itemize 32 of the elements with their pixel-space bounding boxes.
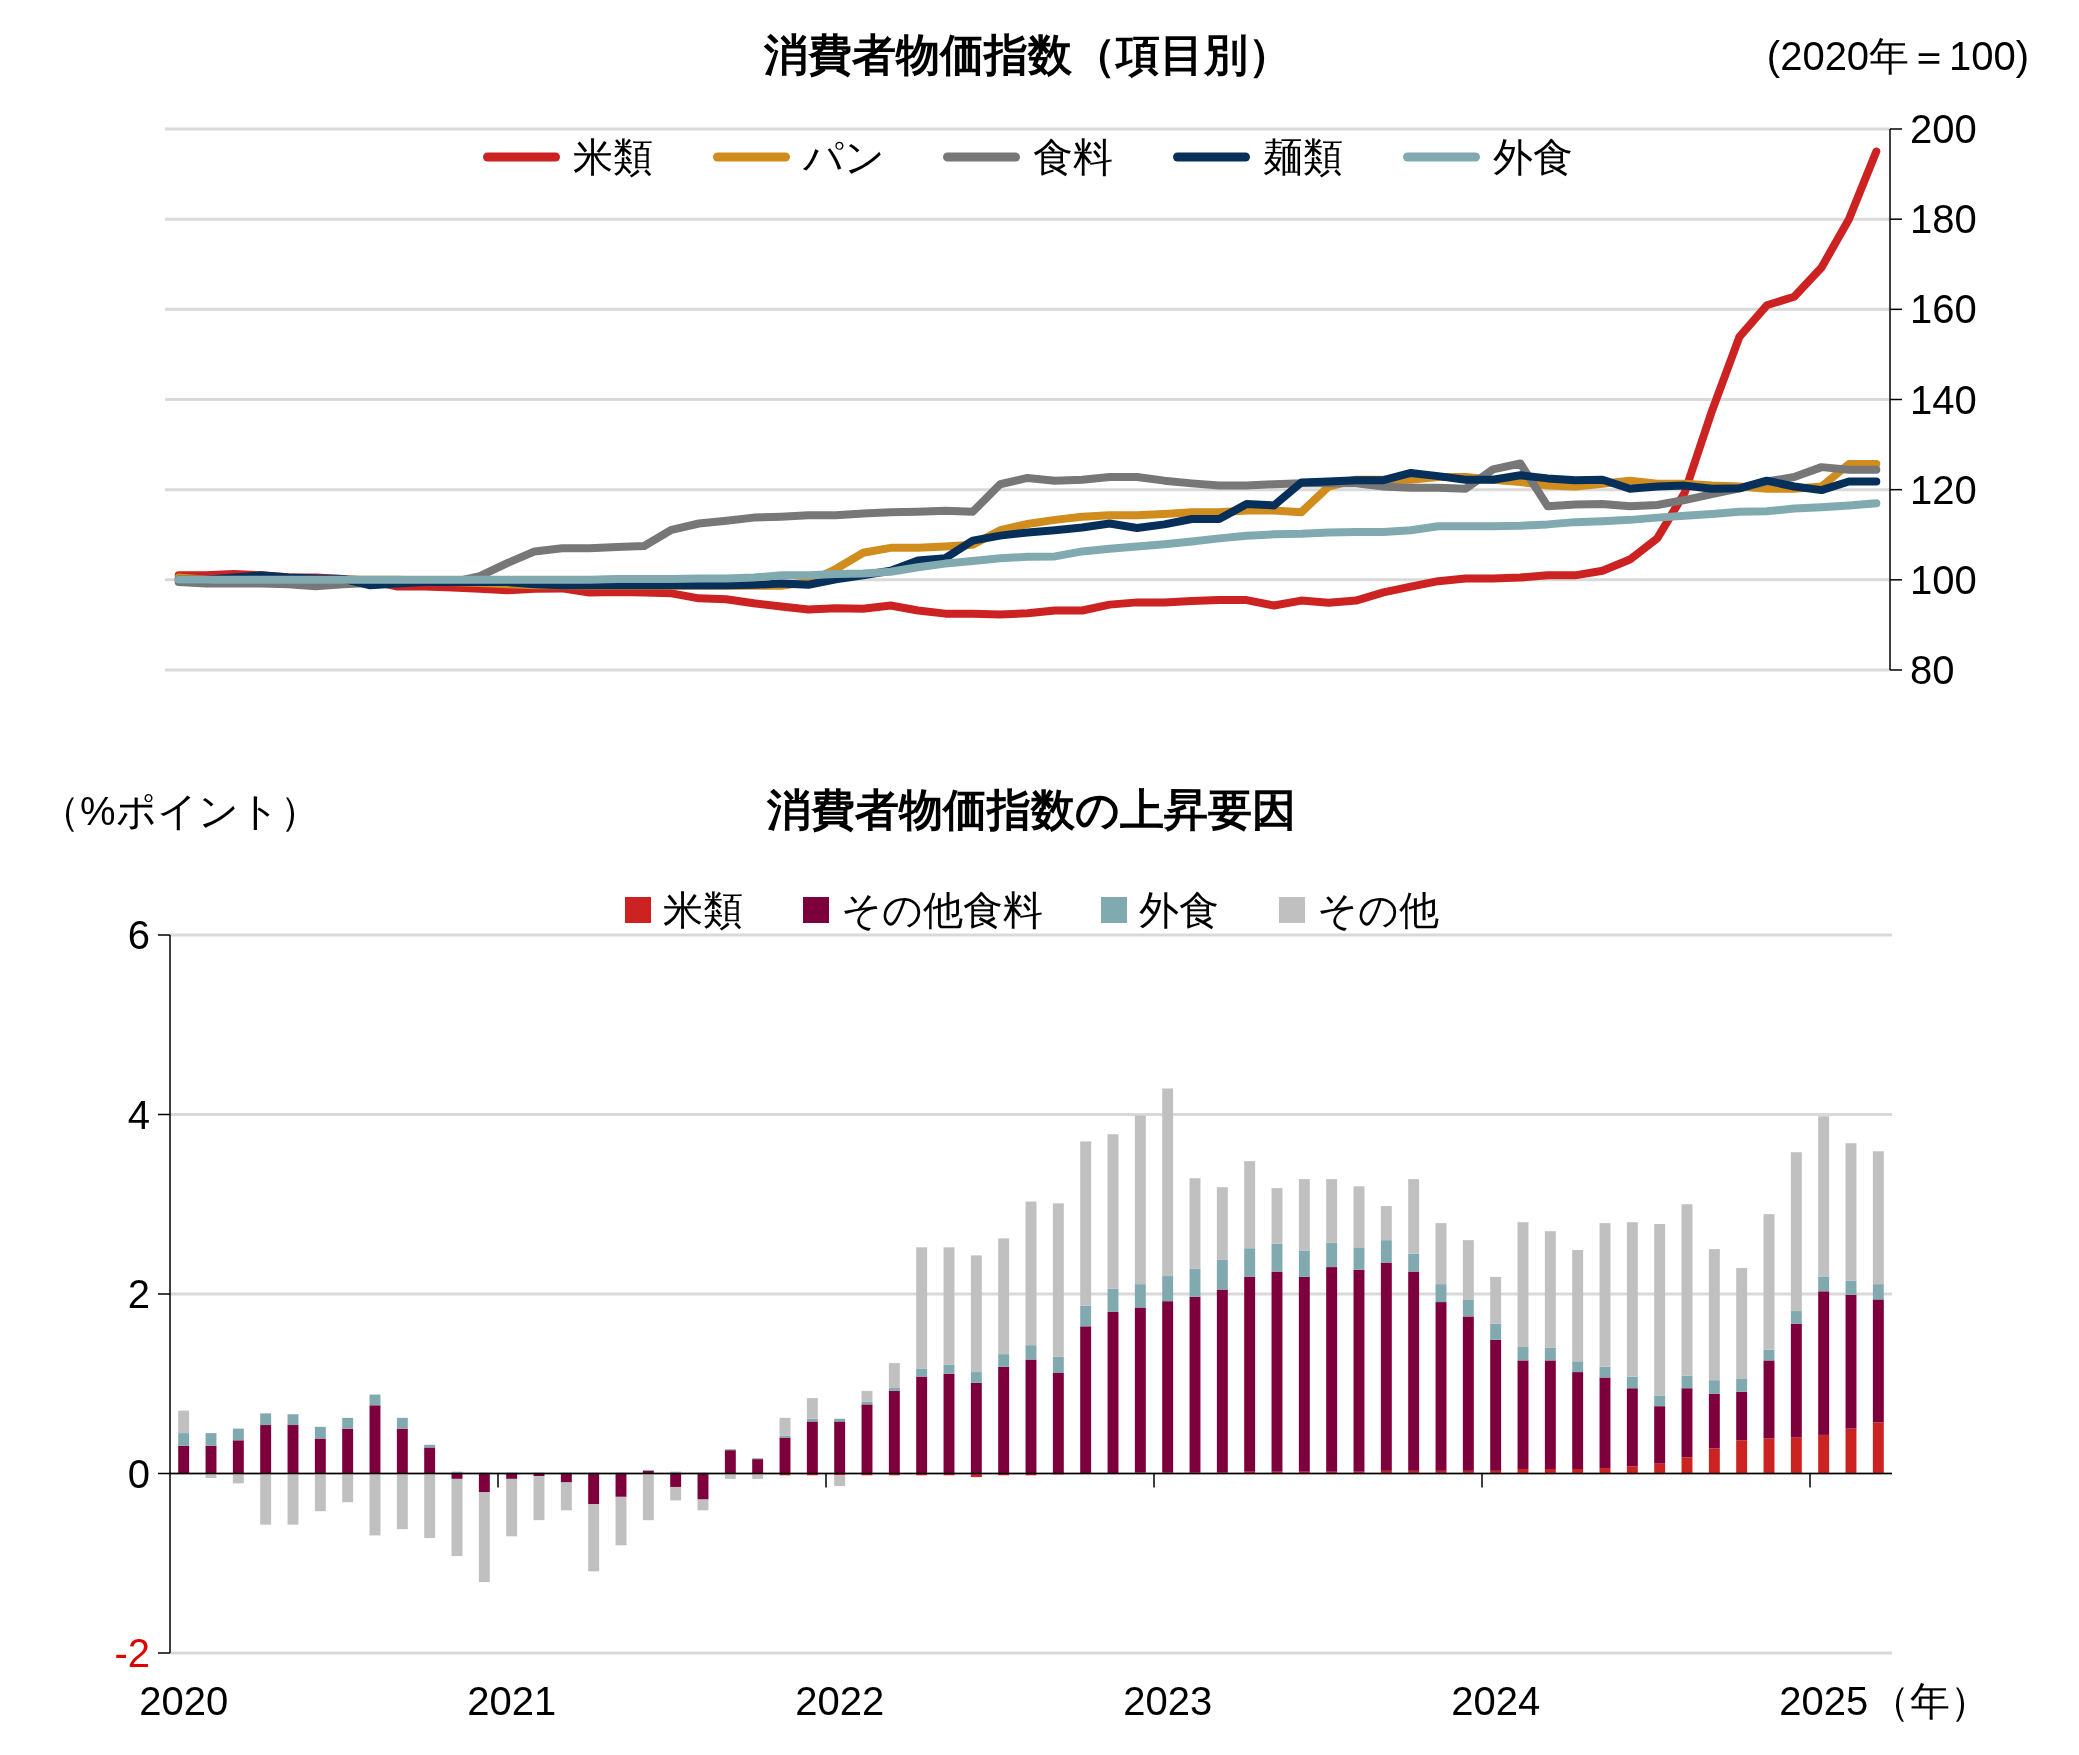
- y-tick-label: 6: [127, 913, 150, 957]
- y-axis-title: （%ポイント）: [40, 789, 320, 833]
- y-tick-label: 120: [1910, 467, 1977, 512]
- text: （年）: [1870, 1679, 1990, 1723]
- legend-label: 外食: [1492, 135, 1573, 179]
- x-tick-label: 2022: [795, 1679, 885, 1723]
- legend-label: 食料: [1032, 135, 1113, 179]
- chart-title: 消費者物価指数（項目別）: [762, 30, 1292, 79]
- legend-label: その他食料: [841, 888, 1043, 932]
- x-tick-label: 2021: [467, 1679, 557, 1723]
- y-tick-label: 100: [1910, 557, 1977, 602]
- legend-label: 米類: [572, 135, 653, 179]
- y-tick-label: -2: [114, 1631, 150, 1675]
- y-tick-label: 2: [127, 1272, 150, 1316]
- x-tick-label: 2023: [1123, 1679, 1213, 1723]
- y-tick-label: 200: [1910, 107, 1977, 151]
- chart-title: 消費者物価指数の上昇要因: [765, 785, 1296, 834]
- x-tick-label: 2024: [1451, 1679, 1541, 1723]
- y-tick-label: 180: [1910, 197, 1977, 242]
- legend-label: 米類: [663, 888, 743, 932]
- y-tick-label: 0: [127, 1451, 150, 1496]
- x-tick-label: 2020: [139, 1679, 229, 1723]
- x-tick-label: 2025: [1779, 1679, 1869, 1723]
- y-tick-label: 140: [1910, 377, 1977, 422]
- legend-label: パン: [801, 135, 885, 179]
- text: (2020年＝100): [1766, 34, 2030, 78]
- legend-label: 外食: [1139, 888, 1219, 932]
- legend-label: 麺類: [1262, 135, 1343, 179]
- y-tick-label: 160: [1910, 287, 1977, 332]
- y-tick-label: 80: [1910, 648, 1955, 692]
- y-tick-label: 4: [127, 1092, 150, 1137]
- legend-label: その他: [1317, 888, 1439, 932]
